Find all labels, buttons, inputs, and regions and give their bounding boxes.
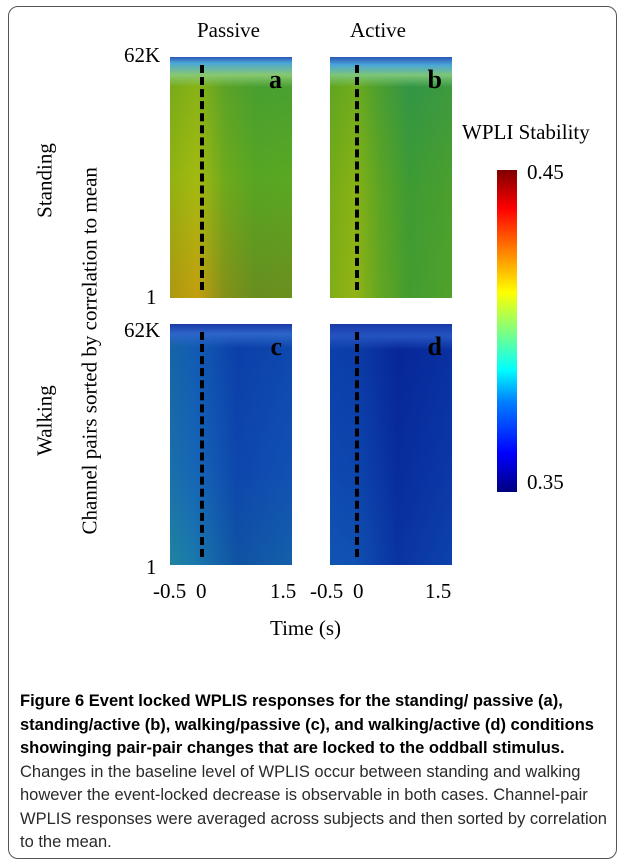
colorbar-title: WPLI Stability bbox=[462, 120, 590, 144]
panel-letter-a: a bbox=[269, 65, 282, 94]
caption-body: Changes in the baseline level of WPLIS o… bbox=[20, 762, 607, 852]
stimulus-onset-line bbox=[200, 332, 204, 557]
panel-letter-b: b bbox=[427, 65, 442, 94]
colorbar-max-label: 0.45 bbox=[527, 160, 564, 184]
stimulus-onset-line bbox=[200, 65, 204, 290]
x-tick-0-left: 0 bbox=[196, 579, 207, 603]
y-tick-bottom-walking: 1 bbox=[146, 555, 157, 579]
figure-caption: Figure 6 Event locked WPLIS responses fo… bbox=[20, 690, 610, 855]
colorbar bbox=[497, 170, 517, 492]
panel-b-standing-active: b bbox=[330, 57, 452, 298]
x-tick-1.5-right: 1.5 bbox=[425, 579, 452, 603]
stimulus-onset-line bbox=[355, 332, 359, 557]
y-tick-bottom-standing: 1 bbox=[146, 285, 157, 309]
x-tick-0-right: 0 bbox=[353, 579, 364, 603]
y-tick-top-walking: 62K bbox=[124, 318, 161, 342]
row-label-standing: Standing bbox=[32, 143, 57, 218]
panel-a-standing-passive: a bbox=[170, 57, 292, 298]
figure-frame bbox=[8, 6, 617, 859]
row-label-walking: Walking bbox=[32, 385, 57, 456]
x-tick-1.5-left: 1.5 bbox=[270, 579, 297, 603]
caption-title: Figure 6 Event locked WPLIS responses fo… bbox=[20, 692, 594, 757]
panel-c-walking-passive: c bbox=[170, 324, 292, 565]
x-tick-minus-0.5-left: -0.5 bbox=[153, 579, 187, 603]
y-tick-top-standing: 62K bbox=[124, 43, 161, 67]
panel-d-walking-active: d bbox=[330, 324, 452, 565]
y-axis-label: Channel pairs sorted by correlation to m… bbox=[77, 167, 102, 535]
colorbar-min-label: 0.35 bbox=[527, 470, 564, 494]
panel-letter-d: d bbox=[427, 332, 442, 361]
x-tick-minus-0.5-right: -0.5 bbox=[310, 579, 344, 603]
column-label-active: Active bbox=[350, 18, 406, 42]
column-label-passive: Passive bbox=[197, 18, 260, 42]
x-axis-label: Time (s) bbox=[270, 616, 341, 640]
stimulus-onset-line bbox=[355, 65, 359, 290]
panel-letter-c: c bbox=[270, 332, 282, 361]
